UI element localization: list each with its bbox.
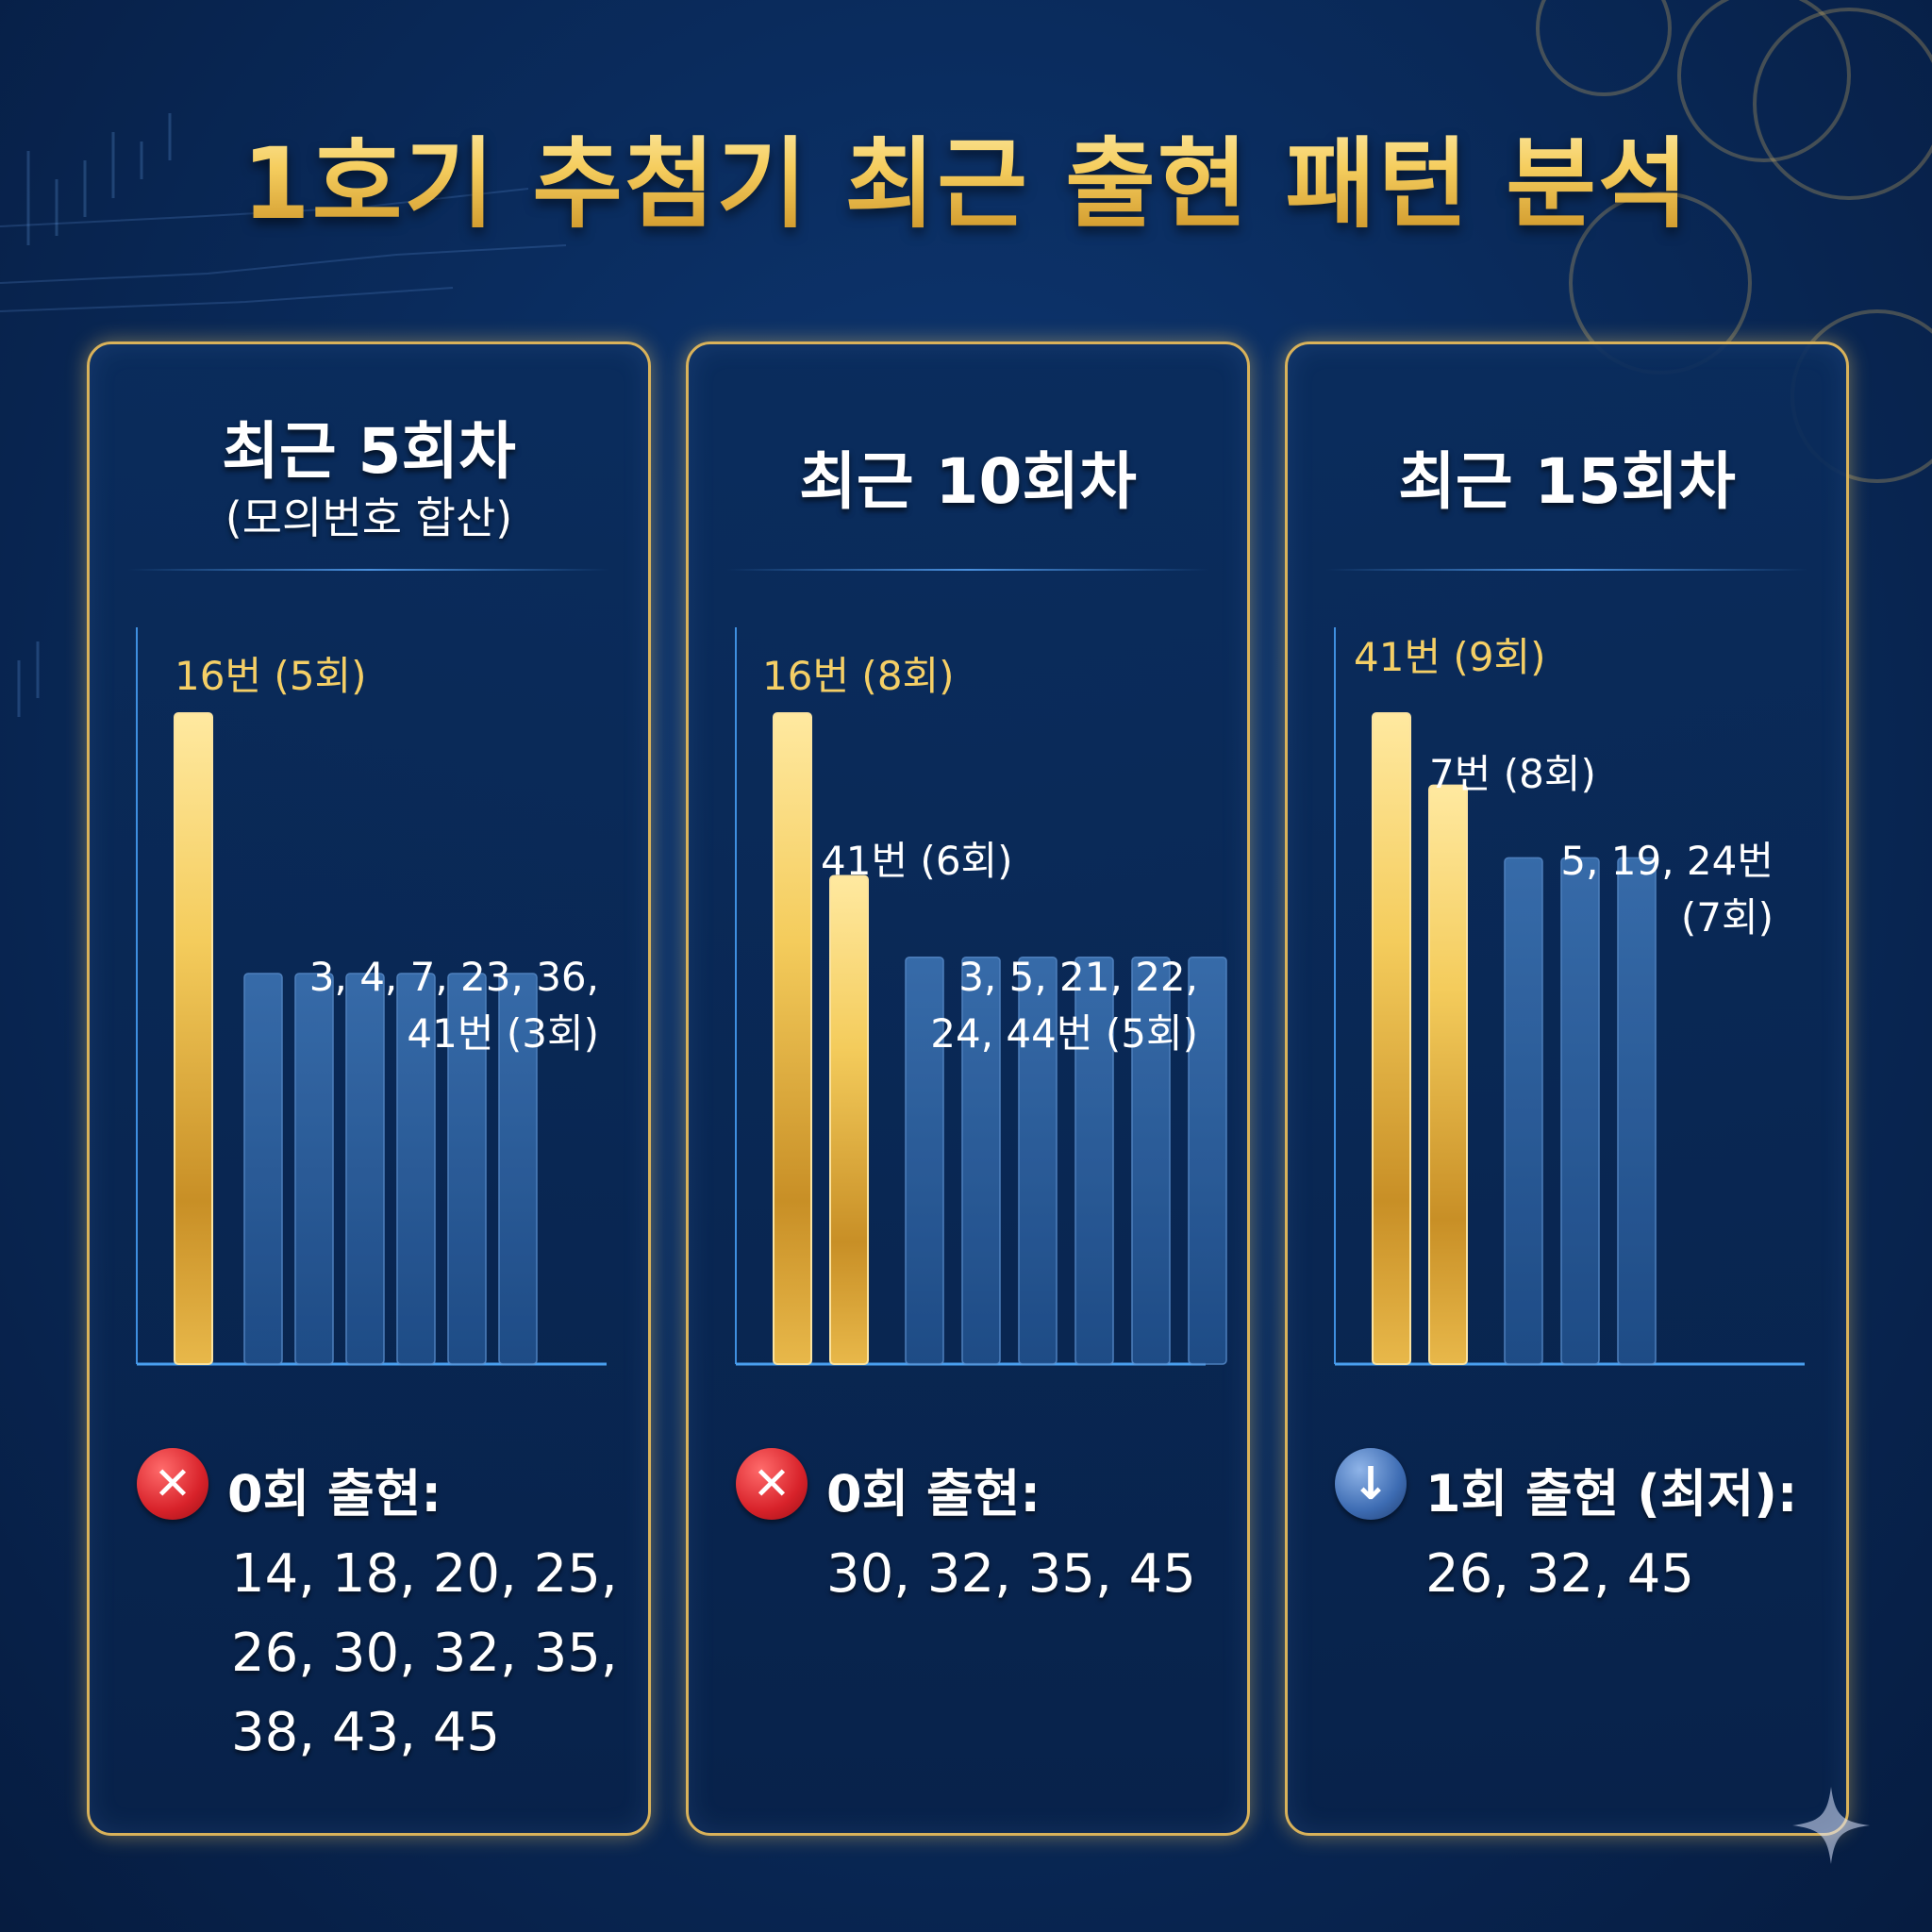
bar-annotation: 7번 (8회) — [1429, 751, 1596, 797]
bar-16 — [174, 712, 213, 1365]
bar-annotation: 41번 (9회) — [1354, 634, 1546, 680]
bar-annotation: 3, 4, 7, 23, 36, — [309, 954, 599, 1000]
x-icon: ✕ — [736, 1448, 808, 1520]
zero-occurrence-label: 0회 출현: — [826, 1464, 1041, 1524]
bar-5 — [961, 957, 1001, 1365]
lowest-occurrence-values: 26, 32, 45 — [1425, 1543, 1694, 1605]
bar-annotation: 16번 (5회) — [175, 653, 367, 699]
bar-chart-recent-5: 16번 (5회) 3, 4, 7, 23, 36, 41번 (3회) — [136, 627, 607, 1366]
bar-23 — [396, 973, 436, 1365]
x-icon: ✕ — [137, 1448, 208, 1520]
bar-36 — [447, 973, 487, 1365]
zero-occurrence-row: ✕ 0회 출현: — [736, 1448, 1226, 1524]
lowest-occurrence-label: 1회 출현 (최저): — [1425, 1464, 1798, 1524]
bar-22 — [1074, 957, 1114, 1365]
panel-subheading: (모의번호 합산) — [225, 492, 513, 543]
bar-3 — [905, 957, 944, 1365]
down-arrow-icon: ↓ — [1335, 1448, 1407, 1520]
bar-annotation: 5, 19, 24번 — [1560, 838, 1774, 884]
bar-21 — [1018, 957, 1058, 1365]
bar-chart-recent-10: 16번 (8회) 41번 (6회) 3, 5, 21, 22, 24, 44번 (5회… — [735, 627, 1227, 1366]
bar-24 — [1131, 957, 1171, 1365]
page-title: 1호기 추첨기 최근 출현 패턴 분석 — [0, 104, 1932, 246]
bar-16 — [773, 712, 812, 1365]
bar-annotation: 3, 5, 21, 22, — [958, 954, 1198, 1000]
bar-4 — [294, 973, 334, 1365]
bar-annotation: (7회) — [1681, 894, 1774, 941]
bar-19 — [1560, 857, 1600, 1365]
panel-recent-5: 최근 5회차 (모의번호 합산) 16번 (5회) 3, 4, 7, 23, 36… — [87, 341, 651, 1836]
bar-chart-recent-15: 41번 (9회) 7번 (8회) 5, 19, 24번 (7회) — [1334, 627, 1805, 1366]
bar-41 — [1372, 712, 1411, 1365]
bar-41 — [498, 973, 538, 1365]
zero-occurrence-label: 0회 출현: — [227, 1464, 442, 1524]
panel-recent-15: 최근 15회차 41번 (9회) 7번 (8회) 5, 19, 24번 (7회) ↓ … — [1285, 341, 1849, 1836]
panel-recent-10: 최근 10회차 16번 (8회) 41번 (6회) 3, 5, 21, 22, 24,… — [686, 341, 1250, 1836]
bar-7 — [345, 973, 385, 1365]
bar-annotation: 41번 (3회) — [407, 1010, 599, 1057]
bar-44 — [1188, 957, 1227, 1365]
panel-heading: 최근 5회차 — [222, 415, 516, 488]
zero-occurrence-values: 30, 32, 35, 45 — [826, 1543, 1196, 1605]
panel-heading: 최근 15회차 — [1398, 445, 1736, 518]
zero-occurrence-values: 14, 18, 20, 25, 26, 30, 32, 35, 38, 43, … — [231, 1543, 618, 1763]
bar-41 — [829, 874, 869, 1365]
divider — [726, 569, 1209, 571]
bar-3 — [243, 973, 283, 1365]
bar-annotation: 41번 (6회) — [821, 838, 1013, 884]
divider — [127, 569, 610, 571]
bar-5 — [1504, 857, 1543, 1365]
bar-7 — [1428, 784, 1468, 1365]
divider — [1325, 569, 1808, 571]
bar-annotation: 16번 (8회) — [762, 653, 955, 699]
zero-occurrence-row: ✕ 0회 출현: — [137, 1448, 627, 1524]
lowest-occurrence-row: ↓ 1회 출현 (최저): — [1335, 1448, 1825, 1524]
bar-annotation: 24, 44번 (5회) — [930, 1010, 1198, 1057]
panel-heading: 최근 10회차 — [799, 445, 1137, 518]
sparkle-icon — [1792, 1787, 1870, 1864]
bar-24 — [1617, 857, 1657, 1365]
